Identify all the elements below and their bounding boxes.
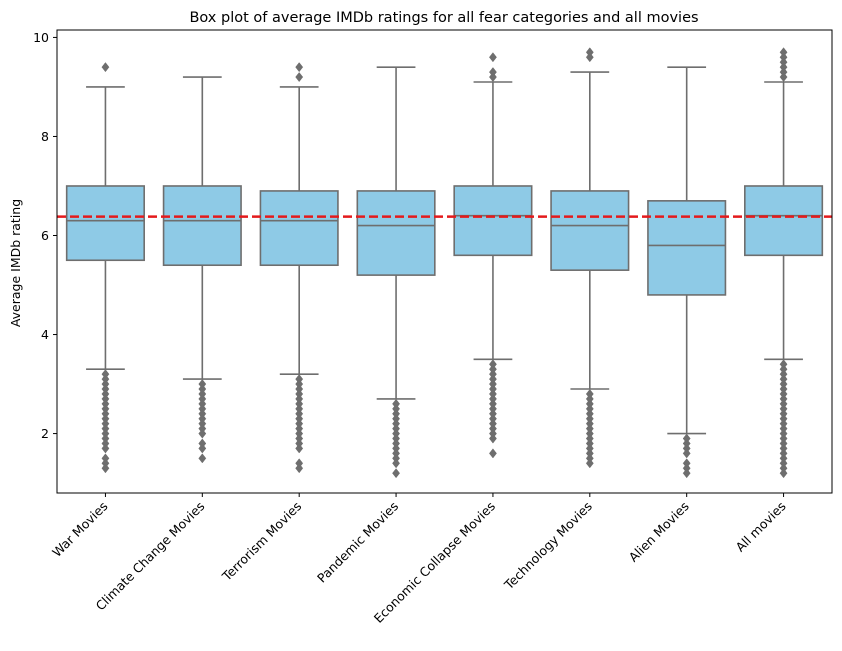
- box-group: [647, 66, 727, 479]
- x-tick-label: Technology Movies: [501, 499, 595, 593]
- outlier-point: [489, 67, 497, 78]
- x-tick-label: War Movies: [49, 499, 110, 560]
- outlier-point: [198, 453, 207, 464]
- y-tick-label: 2: [41, 426, 49, 441]
- outlier-point: [392, 468, 400, 479]
- outlier-point: [585, 47, 594, 58]
- box-iqr: [550, 190, 630, 271]
- box-group: [259, 62, 339, 474]
- outlier-point: [295, 443, 304, 454]
- outlier-point: [295, 463, 304, 474]
- box-iqr: [162, 185, 242, 267]
- y-tick-label: 8: [41, 129, 49, 144]
- chart-title: Box plot of average IMDb ratings for all…: [189, 10, 698, 26]
- x-tick-label: Terrorism Movies: [218, 499, 304, 585]
- y-tick-label: 6: [41, 228, 49, 243]
- box-iqr: [259, 190, 339, 267]
- x-tick-label: Pandemic Movies: [314, 499, 401, 586]
- plot-frame: [56, 29, 833, 494]
- outlier-point: [585, 458, 594, 469]
- outlier-point: [489, 52, 497, 63]
- y-tick-label: 4: [41, 327, 49, 342]
- box-iqr: [744, 185, 824, 257]
- box-iqr: [453, 185, 533, 257]
- plot-area: [57, 47, 832, 479]
- box-iqr: [356, 190, 436, 276]
- x-tick-label: All movies: [733, 499, 789, 555]
- outlier-point: [101, 443, 110, 454]
- outlier-point: [489, 433, 497, 444]
- box-group: [162, 76, 242, 464]
- outlier-point: [682, 448, 691, 459]
- box-group: [356, 66, 436, 479]
- outlier-point: [295, 62, 304, 73]
- y-axis-label: Average IMDb rating: [8, 199, 23, 327]
- box-group: [744, 47, 824, 479]
- box-group: [65, 62, 145, 474]
- outlier-point: [198, 428, 207, 439]
- outlier-point: [392, 458, 400, 469]
- x-tick-label: Climate Change Movies: [93, 499, 208, 614]
- x-tick-label: Alien Movies: [626, 499, 692, 565]
- box-iqr: [65, 185, 145, 262]
- outlier-point: [295, 72, 304, 83]
- outlier-point: [198, 443, 207, 454]
- box-group: [550, 47, 630, 469]
- outlier-point: [779, 468, 788, 479]
- y-tick-label: 10: [33, 30, 49, 45]
- box-group: [453, 52, 533, 459]
- outlier-point: [101, 62, 110, 73]
- box-iqr: [647, 200, 727, 296]
- outlier-point: [682, 468, 691, 479]
- outlier-point: [489, 448, 497, 459]
- outlier-point: [101, 463, 110, 474]
- outlier-point: [779, 47, 788, 58]
